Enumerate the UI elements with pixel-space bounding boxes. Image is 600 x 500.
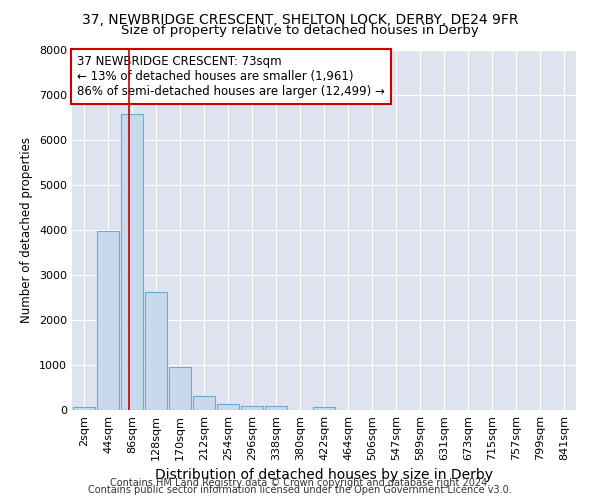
Bar: [121, 114, 143, 410]
Text: Contains public sector information licensed under the Open Government Licence v3: Contains public sector information licen…: [88, 485, 512, 495]
Bar: [145, 292, 167, 410]
Text: 37, NEWBRIDGE CRESCENT, SHELTON LOCK, DERBY, DE24 9FR: 37, NEWBRIDGE CRESCENT, SHELTON LOCK, DE…: [82, 12, 518, 26]
Bar: [193, 396, 215, 410]
Bar: [313, 407, 335, 410]
Text: Size of property relative to detached houses in Derby: Size of property relative to detached ho…: [121, 24, 479, 37]
Bar: [265, 406, 287, 410]
Y-axis label: Number of detached properties: Number of detached properties: [20, 137, 34, 323]
Bar: [97, 231, 119, 410]
Bar: [241, 406, 263, 410]
Bar: [217, 404, 239, 410]
X-axis label: Distribution of detached houses by size in Derby: Distribution of detached houses by size …: [155, 468, 493, 482]
Text: 37 NEWBRIDGE CRESCENT: 73sqm
← 13% of detached houses are smaller (1,961)
86% of: 37 NEWBRIDGE CRESCENT: 73sqm ← 13% of de…: [77, 56, 385, 98]
Bar: [73, 407, 95, 410]
Bar: [169, 367, 191, 410]
Text: Contains HM Land Registry data © Crown copyright and database right 2024.: Contains HM Land Registry data © Crown c…: [110, 478, 490, 488]
